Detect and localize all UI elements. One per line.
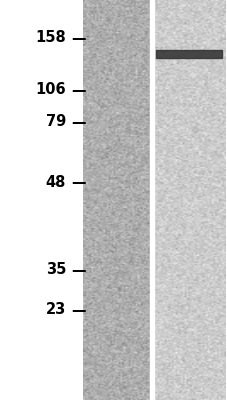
Text: —: — <box>71 262 86 278</box>
Text: —: — <box>71 114 86 130</box>
Text: 48: 48 <box>46 174 66 190</box>
Bar <box>149 0 153 400</box>
Text: —: — <box>71 302 86 318</box>
Text: 35: 35 <box>46 262 66 278</box>
Text: 79: 79 <box>46 114 66 130</box>
Text: —: — <box>71 82 86 98</box>
Text: 158: 158 <box>35 30 66 46</box>
Text: 106: 106 <box>35 82 66 98</box>
Text: —: — <box>71 174 86 190</box>
Text: —: — <box>71 30 86 46</box>
Bar <box>155 50 221 58</box>
Text: 23: 23 <box>46 302 66 318</box>
